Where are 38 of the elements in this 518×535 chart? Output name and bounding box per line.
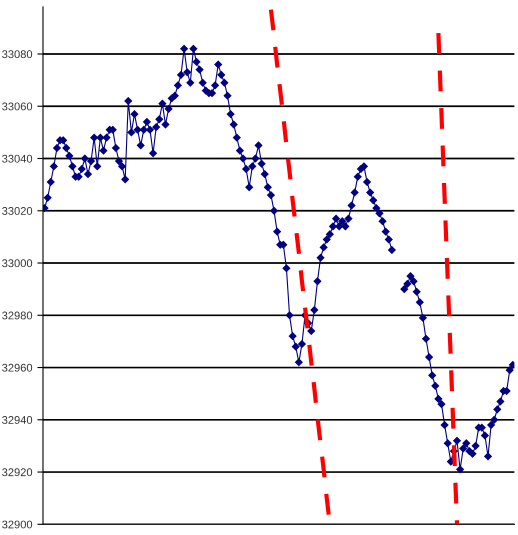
y-tick-label: 32900 [2,520,32,528]
point [444,439,452,448]
point [462,439,470,448]
point [453,436,461,445]
y-tick-label: 32940 [2,416,32,424]
y-tick-label: 32960 [2,364,32,372]
point [416,298,424,306]
point [428,372,436,380]
y-tick-label: 32980 [2,312,32,320]
point [440,421,448,429]
y-tick-label: 33020 [2,207,32,215]
y-tick-label: 33000 [2,259,32,268]
point [459,444,468,452]
point [410,277,418,286]
y-tick-label: 32920 [2,468,32,476]
point [425,353,433,361]
point [484,452,492,460]
point [468,450,476,458]
point [472,442,480,450]
y-tick-label: 33060 [2,102,32,110]
point [406,272,414,280]
point [419,314,427,322]
point [506,366,514,374]
point [438,400,446,408]
point [412,288,421,296]
point [496,398,504,406]
point [431,382,440,390]
point [422,334,430,343]
point [487,421,495,429]
point [481,432,489,440]
point [456,466,464,474]
y-tick-label: 33080 [2,50,32,58]
point [434,395,442,403]
point [490,416,498,424]
point [493,405,502,414]
point [404,280,412,288]
y-tick-label: 33040 [2,154,32,163]
point [400,285,408,293]
